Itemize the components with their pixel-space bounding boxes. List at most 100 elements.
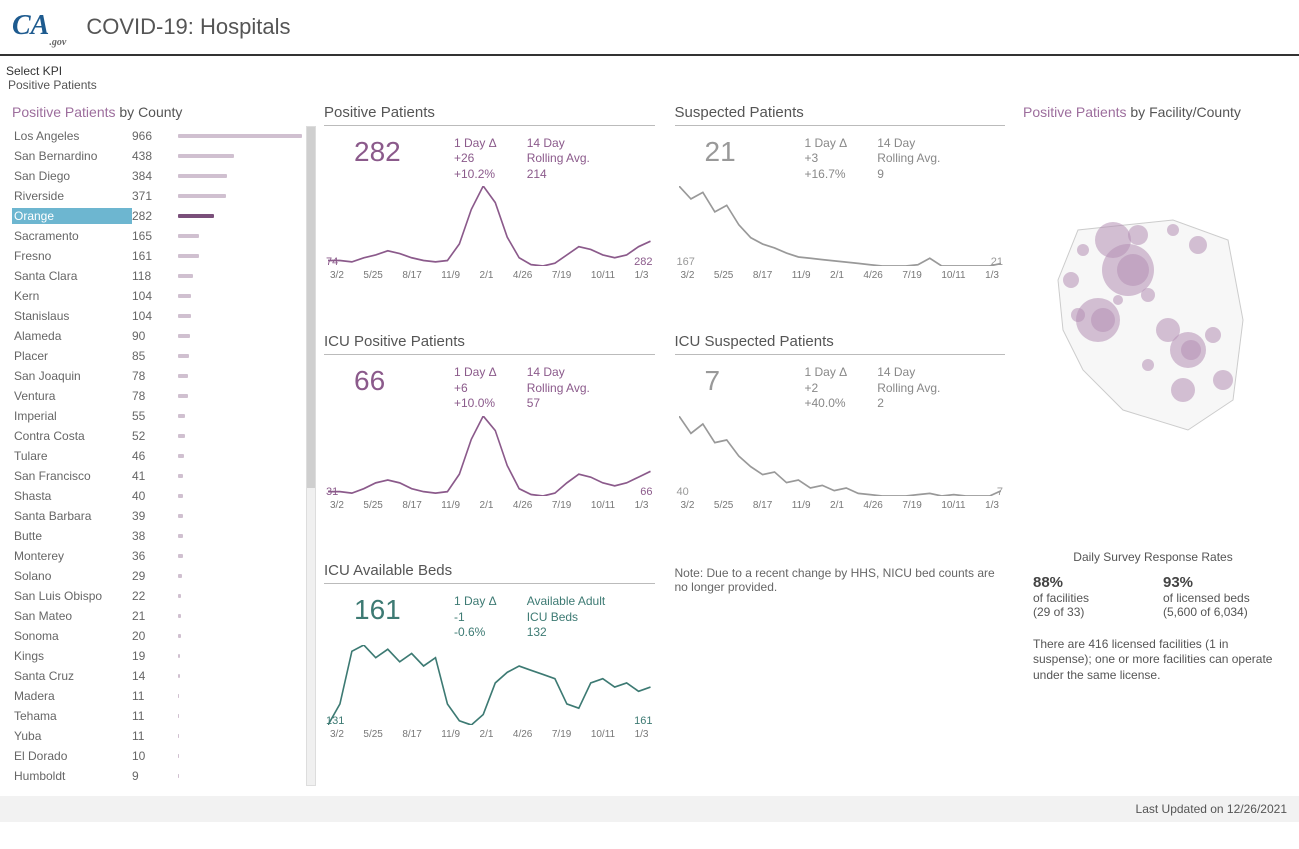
divider — [324, 583, 655, 584]
county-row[interactable]: San Joaquin78 — [12, 366, 302, 386]
county-row[interactable]: El Dorado10 — [12, 746, 302, 766]
county-bar — [178, 154, 302, 158]
divider — [324, 125, 655, 126]
facility-bubble[interactable] — [1063, 272, 1079, 288]
county-row[interactable]: Santa Barbara39 — [12, 506, 302, 526]
county-row[interactable]: Kings19 — [12, 646, 302, 666]
county-value: 29 — [132, 569, 172, 583]
county-row[interactable]: Tulare46 — [12, 446, 302, 466]
county-row[interactable]: Ventura78 — [12, 386, 302, 406]
county-row[interactable]: Contra Costa52 — [12, 426, 302, 446]
county-row[interactable]: Los Angeles966 — [12, 126, 302, 146]
county-row[interactable]: Yuba11 — [12, 726, 302, 746]
county-row[interactable]: Santa Cruz14 — [12, 666, 302, 686]
facility-bubble[interactable] — [1128, 225, 1148, 245]
chart-title: ICU Available Beds — [324, 562, 655, 579]
county-row[interactable]: Humboldt9 — [12, 766, 302, 786]
county-name: Sacramento — [12, 228, 132, 244]
county-row[interactable]: San Bernardino438 — [12, 146, 302, 166]
county-bar — [178, 254, 302, 258]
county-row[interactable]: Madera11 — [12, 686, 302, 706]
county-value: 9 — [132, 769, 172, 783]
facility-bubble[interactable] — [1117, 254, 1149, 286]
county-value: 19 — [132, 649, 172, 663]
chart-start-label: 167 — [677, 256, 695, 268]
facility-bubble[interactable] — [1205, 327, 1221, 343]
county-row[interactable]: Stanislaus104 — [12, 306, 302, 326]
county-row[interactable]: San Luis Obispo22 — [12, 586, 302, 606]
chart-sparkline: 4073/25/258/1711/92/14/267/1910/111/3 — [675, 416, 1006, 526]
county-name: Imperial — [12, 408, 132, 424]
facility-bubble[interactable] — [1077, 244, 1089, 256]
facility-bubble[interactable] — [1189, 236, 1207, 254]
county-bar — [178, 354, 302, 358]
facility-bubble[interactable] — [1181, 340, 1201, 360]
county-value: 55 — [132, 409, 172, 423]
facility-bubble[interactable] — [1141, 288, 1155, 302]
facility-bubble[interactable] — [1213, 370, 1233, 390]
county-bar — [178, 594, 302, 598]
chart-end-label: 21 — [991, 256, 1003, 268]
facility-bubble[interactable] — [1091, 308, 1115, 332]
county-row[interactable]: Butte38 — [12, 526, 302, 546]
county-row[interactable]: Sonoma20 — [12, 626, 302, 646]
chart-stats: 1611 Day Δ-1-0.6%Available AdultICU Beds… — [324, 590, 655, 645]
county-row[interactable]: Imperial55 — [12, 406, 302, 426]
county-bar — [178, 414, 302, 418]
chart-rolling: 14 DayRolling Avg.9 — [877, 136, 940, 183]
county-bar — [178, 454, 302, 458]
county-row[interactable]: Alameda90 — [12, 326, 302, 346]
county-row[interactable]: Solano29 — [12, 566, 302, 586]
chart-icu-positive: ICU Positive Patients661 Day Δ+6+10.0%14… — [324, 333, 655, 556]
county-row[interactable]: Shasta40 — [12, 486, 302, 506]
county-row[interactable]: Kern104 — [12, 286, 302, 306]
county-value: 14 — [132, 669, 172, 683]
county-row[interactable]: San Diego384 — [12, 166, 302, 186]
county-row[interactable]: San Mateo21 — [12, 606, 302, 626]
county-row[interactable]: Orange282 — [12, 206, 302, 226]
chart-sparkline: 167 213/25/258/1711/92/14/267/1910/111/3 — [675, 186, 1006, 296]
facility-bubble[interactable] — [1142, 359, 1154, 371]
divider — [324, 354, 655, 355]
county-row[interactable]: Sacramento165 — [12, 226, 302, 246]
facility-bubble[interactable] — [1113, 295, 1123, 305]
county-bar — [178, 374, 302, 378]
county-row[interactable]: Tehama11 — [12, 706, 302, 726]
kpi-selector[interactable]: Select KPI Positive Patients — [0, 56, 1299, 98]
county-name: Alameda — [12, 328, 132, 344]
chart-title: ICU Suspected Patients — [675, 333, 1006, 350]
county-row[interactable]: Riverside371 — [12, 186, 302, 206]
county-list[interactable]: Los Angeles966San Bernardino438San Diego… — [12, 126, 302, 786]
county-value: 90 — [132, 329, 172, 343]
chart-stats: 2821 Day Δ+26+10.2%14 DayRolling Avg.214 — [324, 132, 655, 187]
county-bar — [178, 334, 302, 338]
county-value: 78 — [132, 369, 172, 383]
county-row[interactable]: Monterey36 — [12, 546, 302, 566]
chart-sparkline: 1311613/25/258/1711/92/14/267/1910/111/3 — [324, 645, 655, 755]
facility-bubble[interactable] — [1171, 378, 1195, 402]
county-value: 282 — [132, 209, 172, 223]
scrollbar[interactable] — [306, 126, 316, 786]
county-row[interactable]: Fresno161 — [12, 246, 302, 266]
divider — [675, 354, 1006, 355]
survey-beds: 93% of licensed beds (5,600 of 6,034) — [1163, 574, 1273, 619]
last-updated-bar: Last Updated on 12/26/2021 — [0, 796, 1299, 822]
county-name: Fresno — [12, 248, 132, 264]
chart-icu-suspected: ICU Suspected Patients71 Day Δ+2+40.0%14… — [675, 333, 1006, 556]
county-name: Solano — [12, 568, 132, 584]
facility-bubble[interactable] — [1167, 224, 1179, 236]
county-name: San Luis Obispo — [12, 588, 132, 604]
county-row[interactable]: San Francisco41 — [12, 466, 302, 486]
county-bar — [178, 494, 302, 498]
county-map[interactable] — [1023, 130, 1283, 530]
facility-bubble[interactable] — [1071, 308, 1085, 322]
county-panel-title: Positive Patients by County — [12, 104, 316, 120]
chart-x-axis: 3/25/258/1711/92/14/267/1910/111/3 — [328, 266, 651, 281]
county-row[interactable]: Santa Clara118 — [12, 266, 302, 286]
county-name: Yuba — [12, 728, 132, 744]
divider — [675, 125, 1006, 126]
county-name: Tehama — [12, 708, 132, 724]
county-row[interactable]: Placer85 — [12, 346, 302, 366]
survey-title: Daily Survey Response Rates — [1023, 550, 1283, 564]
chart-x-axis: 3/25/258/1711/92/14/267/1910/111/3 — [679, 266, 1002, 281]
